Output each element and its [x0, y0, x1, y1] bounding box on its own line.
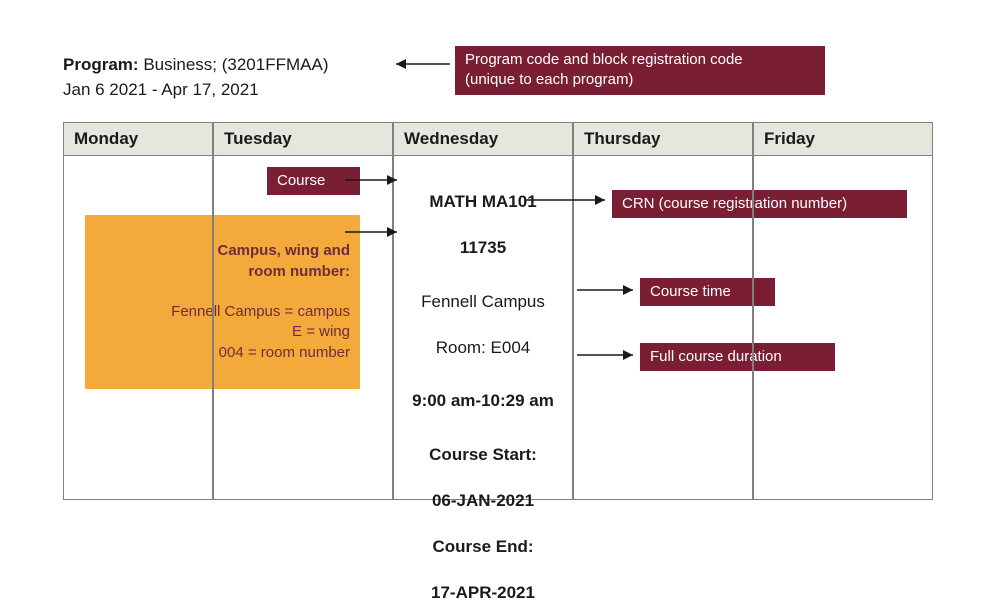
arrows-overlay: [0, 0, 984, 534]
schedule-diagram: Program: Business; (3201FFMAA) Jan 6 202…: [0, 0, 984, 534]
course-end-label: Course End:: [432, 537, 533, 556]
course-end: 17-APR-2021: [431, 583, 535, 602]
